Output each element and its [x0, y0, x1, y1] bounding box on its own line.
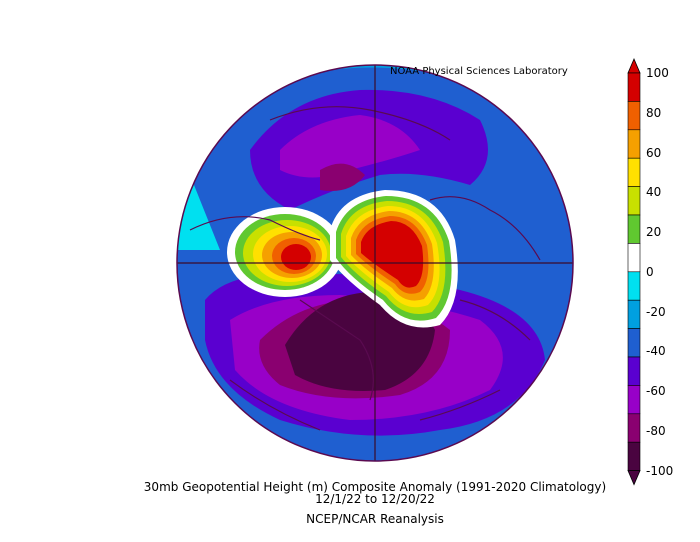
colorbar-tick-label: -20: [646, 304, 666, 319]
colorbar-segment: [627, 186, 641, 216]
colorbar-tick-label: 40: [646, 185, 662, 200]
credit-label: NOAA Physical Sciences Laboratory: [390, 66, 568, 77]
colorbar-tick-label: 0: [646, 264, 654, 279]
colorbar-segment: [627, 157, 641, 187]
colorbar-segment: [627, 356, 641, 386]
colorbar-segment: [627, 385, 641, 415]
colorbar-tick-label: 80: [646, 105, 662, 120]
colorbar-segment: [627, 72, 641, 102]
colorbar-tick-label: -40: [646, 344, 666, 359]
colorbar-segment: [627, 299, 641, 329]
caption-line-1: 30mb Geopotential Height (m) Composite A…: [143, 480, 607, 494]
colorbar-segment: [627, 328, 641, 358]
map-border: [176, 64, 574, 462]
colorbar-tick-label: -80: [646, 423, 666, 438]
colorbar: [627, 57, 641, 486]
colorbar-bottom-arrow: [627, 470, 641, 486]
colorbar-segment: [627, 271, 641, 301]
colorbar-segment: [627, 101, 641, 131]
caption-line-2: 12/1/22 to 12/20/22: [315, 492, 435, 506]
colorbar-segment: [627, 129, 641, 159]
colorbar-segment: [627, 214, 641, 244]
colorbar-tick-label: -60: [646, 384, 666, 399]
colorbar-tick-label: -100: [646, 463, 674, 478]
colorbar-segment: [627, 413, 641, 443]
caption-line-3: NCEP/NCAR Reanalysis: [306, 512, 444, 526]
colorbar-segment: [627, 243, 641, 273]
colorbar-top-arrow: [627, 57, 641, 74]
colorbar-tick-label: 100: [646, 66, 669, 80]
colorbar-tick-label: 20: [646, 225, 662, 240]
colorbar-segment: [627, 441, 641, 471]
colorbar-tick-label: 60: [646, 145, 662, 160]
